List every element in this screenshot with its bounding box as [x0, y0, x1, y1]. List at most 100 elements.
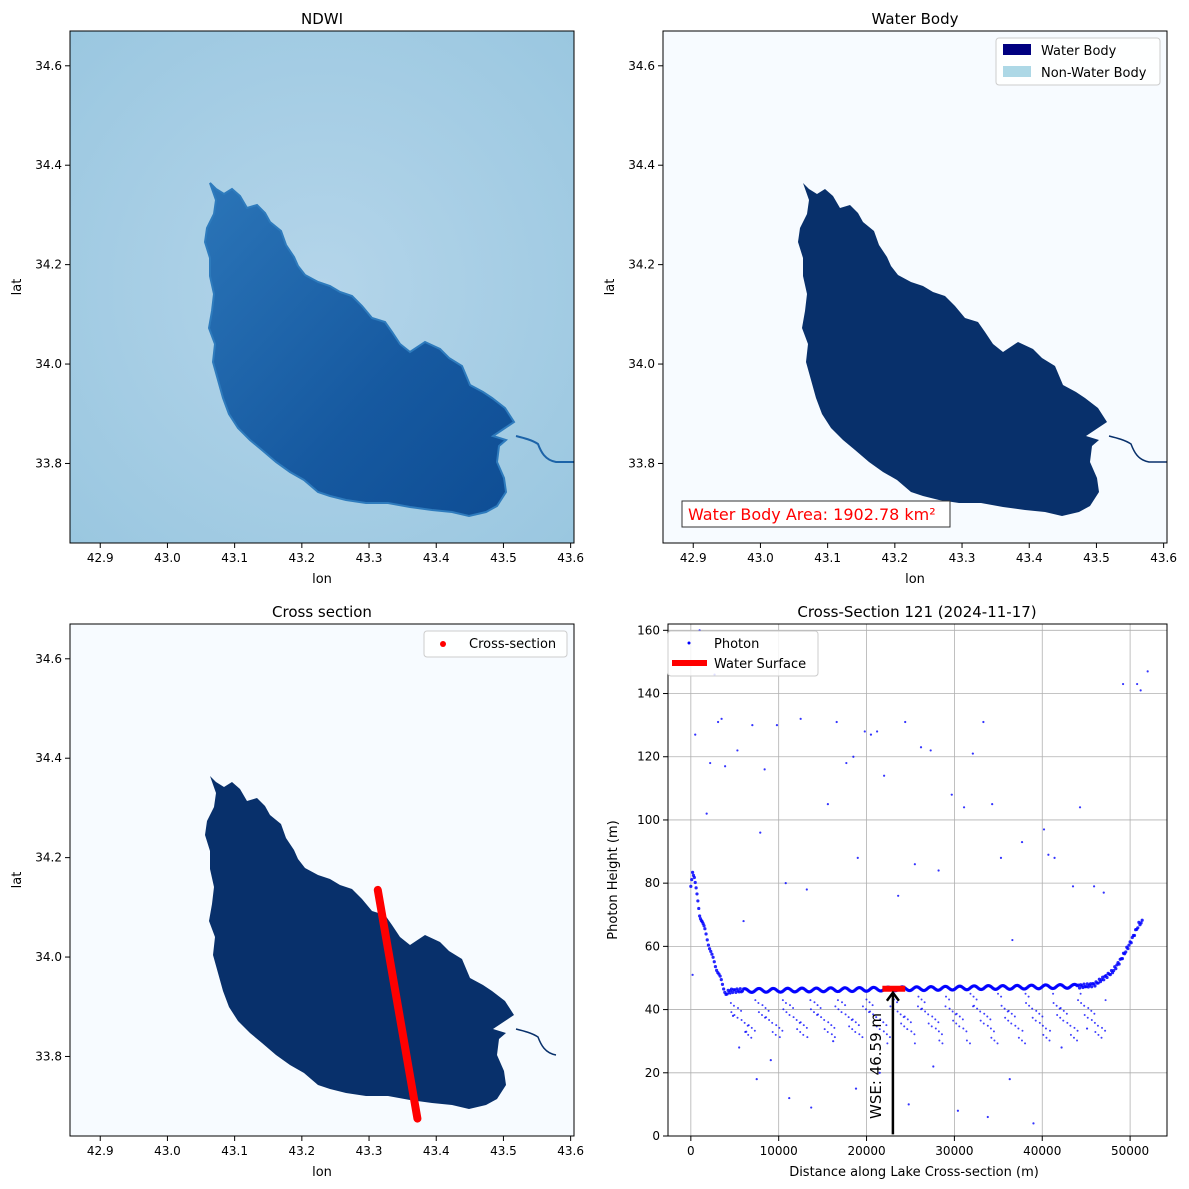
photon-point — [819, 1007, 822, 1009]
x-tick-label: 43.5 — [490, 1144, 517, 1158]
photon-point — [1083, 1013, 1086, 1016]
photon-point — [729, 992, 732, 995]
photon-point — [972, 995, 975, 998]
photon-point — [930, 1025, 933, 1028]
photon-point — [1024, 992, 1027, 995]
panel-water-body: Water Body Water Body Non-Water Body Wat… — [603, 10, 1177, 587]
photon-point — [1136, 682, 1139, 686]
x-tick-label: 43.3 — [356, 551, 383, 565]
photon-point — [1038, 1012, 1041, 1015]
x-tick-label: 43.5 — [1083, 551, 1110, 565]
photon-point — [917, 995, 920, 998]
photon-point — [979, 1019, 982, 1022]
photon-point — [986, 1015, 989, 1018]
photon-point — [1082, 982, 1086, 986]
ndwi-title: NDWI — [301, 10, 343, 28]
photon-point — [896, 1001, 899, 1004]
photon-point — [1127, 943, 1131, 947]
photon-point — [913, 1042, 916, 1045]
photon-point — [1052, 1001, 1055, 1004]
photon-point — [938, 1039, 941, 1042]
photon-point — [904, 720, 907, 724]
photon-point — [705, 938, 709, 942]
photon-point — [1069, 1033, 1072, 1036]
photon-point — [792, 1007, 795, 1009]
x-tick-label: 30000 — [935, 1144, 973, 1158]
photon-point — [919, 746, 923, 749]
photon-point — [1055, 1004, 1058, 1007]
photon-point — [692, 875, 696, 880]
photon-point — [944, 1005, 947, 1008]
legend-marker-photon — [687, 641, 691, 645]
photon-point — [1077, 986, 1082, 990]
photon-point — [827, 1021, 830, 1024]
photon-point — [826, 1031, 829, 1034]
photon-point — [730, 990, 735, 995]
photon-point — [690, 878, 694, 882]
photon-point — [1017, 1027, 1020, 1030]
photon-point — [1078, 806, 1082, 809]
area-annotation-text: Water Body Area: 1902.78 km² — [688, 505, 936, 524]
photon-point — [982, 1022, 985, 1025]
photon-point — [1008, 1078, 1011, 1081]
x-tick-label: 43.3 — [949, 551, 976, 565]
photon-point — [1092, 885, 1096, 888]
photon-point — [747, 1024, 750, 1027]
photon-point — [869, 733, 873, 736]
photon-point — [734, 990, 738, 995]
photon-point — [830, 1024, 833, 1027]
x-tick-label: 43.5 — [490, 551, 517, 565]
x-tick-label: 42.9 — [680, 551, 707, 565]
photon-point — [992, 1030, 995, 1033]
photon-point — [965, 1030, 968, 1033]
wse-arrow — [885, 990, 900, 1135]
photon-point — [764, 1007, 767, 1009]
y-tick-label: 34.0 — [35, 950, 62, 964]
photon-point — [1031, 1016, 1034, 1019]
photon-point — [983, 1012, 986, 1015]
x-tick-label: 43.0 — [747, 551, 774, 565]
photon-point — [1139, 689, 1142, 692]
x-tick-label: 43.1 — [221, 551, 248, 565]
photon-point — [909, 1021, 912, 1024]
photon-point — [765, 1016, 768, 1019]
photon-point — [1004, 1016, 1007, 1019]
photon-point — [744, 1031, 747, 1034]
photon-point — [888, 1036, 891, 1039]
photon-point — [844, 1013, 847, 1016]
y-tick-label: 34.4 — [35, 158, 62, 172]
photon-point — [789, 1004, 792, 1007]
y-tick-label: 33.8 — [35, 1049, 62, 1063]
photon-point — [782, 1008, 785, 1011]
photon-point — [1104, 1029, 1107, 1032]
photon-point — [865, 998, 868, 1001]
x-tick-label: 42.9 — [87, 551, 114, 565]
photon-point — [724, 765, 727, 768]
photon-point — [1021, 1029, 1024, 1032]
x-tick-label: 43.2 — [288, 551, 315, 565]
photon-point — [1007, 1019, 1010, 1022]
water-body-lake — [798, 183, 1107, 516]
x-tick-label: 43.3 — [356, 1144, 383, 1158]
photon-point — [848, 1025, 851, 1028]
photon-point — [785, 1011, 788, 1014]
photon-point — [1079, 992, 1082, 995]
photon-point — [832, 1040, 835, 1043]
photon-point — [1065, 1012, 1068, 1015]
panel-ndwi: NDWI 42.9 43.0 43.1 43.2 43.3 43.4 43.5 43.6 33… — [10, 10, 584, 587]
y-tick-label: 60 — [645, 939, 660, 953]
photon-point — [1060, 1046, 1063, 1049]
photon-point — [835, 720, 838, 724]
photon-point — [1129, 941, 1133, 945]
photon-point — [711, 955, 715, 959]
photon-point — [1136, 926, 1140, 930]
photon-point — [1047, 853, 1050, 856]
cross-section-lake — [205, 776, 514, 1109]
photon-point — [767, 1009, 770, 1012]
photon-point — [702, 924, 706, 928]
photon-point — [941, 1042, 944, 1045]
photon-point — [1121, 682, 1125, 686]
photon-point — [896, 1010, 899, 1013]
photon-point — [730, 1011, 733, 1014]
